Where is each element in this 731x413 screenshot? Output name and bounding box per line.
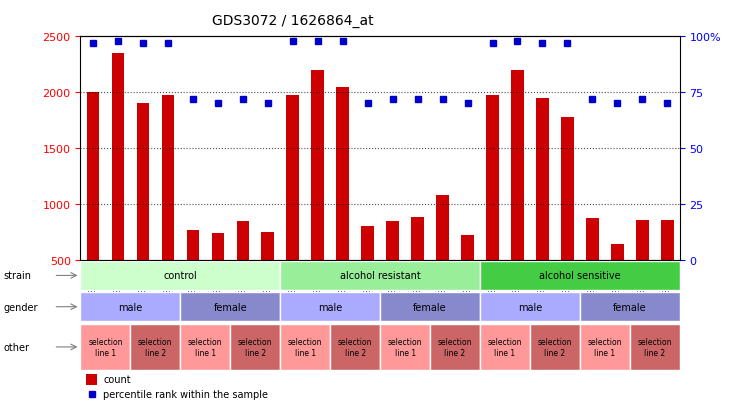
Bar xyxy=(211,233,224,260)
Bar xyxy=(262,232,274,260)
Bar xyxy=(280,325,330,370)
Bar xyxy=(387,221,399,260)
Bar xyxy=(436,195,449,260)
Text: male: male xyxy=(318,302,342,312)
Bar xyxy=(336,87,349,260)
Text: male: male xyxy=(118,302,143,312)
Bar xyxy=(461,235,474,260)
Bar xyxy=(80,261,280,290)
Text: percentile rank within the sample: percentile rank within the sample xyxy=(103,389,268,399)
Bar xyxy=(287,96,299,260)
Text: alcohol sensitive: alcohol sensitive xyxy=(539,271,621,281)
Bar xyxy=(661,220,673,260)
Text: selection
line 2: selection line 2 xyxy=(138,337,173,357)
Bar xyxy=(280,292,380,321)
Bar xyxy=(86,375,97,385)
Text: selection
line 2: selection line 2 xyxy=(538,337,572,357)
Text: selection
line 2: selection line 2 xyxy=(438,337,472,357)
Bar xyxy=(311,71,324,260)
Bar xyxy=(181,292,280,321)
Text: GDS3072 / 1626864_at: GDS3072 / 1626864_at xyxy=(211,14,374,28)
Text: strain: strain xyxy=(4,271,31,281)
Bar xyxy=(186,230,199,260)
Text: selection
line 2: selection line 2 xyxy=(338,337,372,357)
Bar xyxy=(486,96,499,260)
Text: selection
line 2: selection line 2 xyxy=(637,337,672,357)
Bar xyxy=(361,227,374,260)
Bar xyxy=(230,325,280,370)
Text: other: other xyxy=(4,342,30,352)
Text: selection
line 2: selection line 2 xyxy=(238,337,273,357)
Bar xyxy=(380,292,480,321)
Bar xyxy=(80,325,130,370)
Bar xyxy=(586,219,599,260)
Text: selection
line 1: selection line 1 xyxy=(88,337,123,357)
Bar xyxy=(480,261,680,290)
Bar xyxy=(87,93,99,260)
Bar xyxy=(112,54,124,260)
Bar xyxy=(137,104,149,260)
Text: male: male xyxy=(518,302,542,312)
Bar xyxy=(280,261,480,290)
Bar xyxy=(480,292,580,321)
Bar xyxy=(237,221,249,260)
Bar xyxy=(511,71,523,260)
Bar xyxy=(80,292,181,321)
Text: selection
line 1: selection line 1 xyxy=(288,337,322,357)
Text: selection
line 1: selection line 1 xyxy=(488,337,522,357)
Bar xyxy=(430,325,480,370)
Text: female: female xyxy=(413,302,447,312)
Text: selection
line 1: selection line 1 xyxy=(388,337,423,357)
Bar xyxy=(412,218,424,260)
Text: control: control xyxy=(164,271,197,281)
Bar xyxy=(130,325,181,370)
Text: female: female xyxy=(613,302,647,312)
Text: alcohol resistant: alcohol resistant xyxy=(340,271,420,281)
Bar xyxy=(181,325,230,370)
Bar xyxy=(162,96,174,260)
Bar xyxy=(580,292,680,321)
Text: female: female xyxy=(213,302,247,312)
Bar xyxy=(561,117,574,260)
Bar xyxy=(537,98,549,260)
Bar xyxy=(611,244,624,260)
Text: gender: gender xyxy=(4,302,38,312)
Bar xyxy=(630,325,680,370)
Bar xyxy=(480,325,530,370)
Bar xyxy=(636,220,648,260)
Text: count: count xyxy=(103,375,131,385)
Text: selection
line 1: selection line 1 xyxy=(188,337,222,357)
Text: selection
line 1: selection line 1 xyxy=(588,337,622,357)
Bar xyxy=(580,325,630,370)
Bar xyxy=(330,325,380,370)
Bar xyxy=(530,325,580,370)
Bar xyxy=(380,325,430,370)
